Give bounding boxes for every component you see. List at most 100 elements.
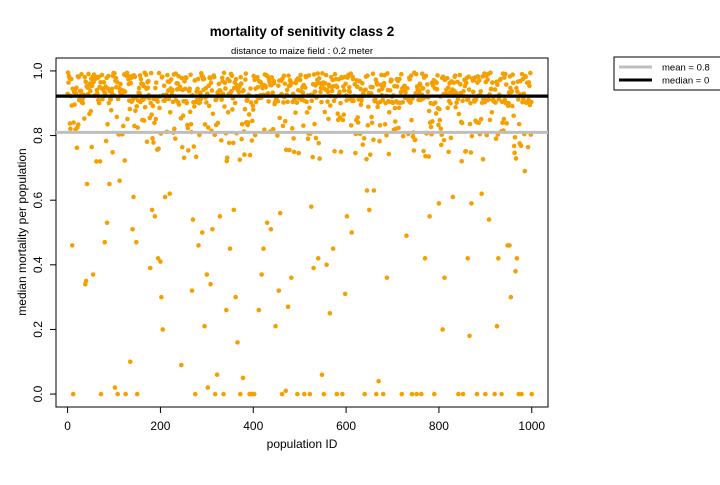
data-point [84,181,90,187]
data-point [433,111,439,116]
data-point [364,188,370,193]
data-point [170,87,175,93]
data-point [514,85,519,91]
data-point [325,99,330,104]
data-point [231,140,236,146]
data-point [167,191,173,197]
data-point [414,391,419,397]
data-point [527,83,532,89]
data-point [240,375,246,381]
data-point [509,103,515,109]
data-point [417,88,422,93]
data-point [448,135,454,141]
data-point [468,100,473,106]
data-point [327,310,333,316]
data-point [403,90,408,95]
data-point [123,391,128,397]
data-point [392,119,398,124]
data-point [478,89,484,94]
data-point [294,100,300,105]
data-point [251,73,257,79]
data-point [188,72,193,78]
data-point [436,201,442,206]
data-point [506,100,511,106]
data-point [510,80,516,86]
data-point [349,230,354,235]
data-point [113,75,119,81]
data-point [523,74,529,80]
data-point [289,126,295,131]
data-point [184,75,189,81]
data-point [353,150,358,156]
data-point [478,116,484,122]
data-point [400,133,406,139]
data-point [107,181,112,187]
data-point [316,140,322,146]
data-point [381,80,387,86]
data-point [422,256,428,261]
data-point [74,85,79,91]
data-point [205,385,211,390]
data-point [375,104,380,110]
data-point [312,89,318,94]
data-point [446,149,451,155]
data-point [528,70,533,76]
data-point [398,90,404,95]
data-point [500,120,505,125]
data-point [244,96,250,102]
data-point [423,73,429,79]
data-point [67,121,73,126]
data-point [291,149,297,155]
data-point [370,71,376,77]
data-point [302,85,308,90]
data-point [97,159,103,164]
data-point [193,154,199,160]
data-point [179,75,185,81]
data-point [330,246,336,251]
chart-subtitle: distance to maize field : 0.2 meter [231,46,373,57]
data-point [480,156,486,162]
data-point [386,110,392,115]
data-point [95,91,100,96]
data-point [512,150,517,156]
data-point [82,116,87,121]
data-point [153,85,158,91]
data-point [343,81,348,87]
data-point [465,96,471,102]
data-point [304,99,309,105]
data-point [516,121,522,127]
data-point [88,88,93,94]
data-point [484,132,490,138]
data-point [181,155,187,161]
data-point [289,275,294,281]
data-point [329,88,335,94]
data-point [180,113,186,119]
data-point [138,76,144,82]
data-point [282,81,288,86]
data-point [250,118,255,124]
data-point [115,391,121,397]
data-point [215,120,221,126]
data-point [412,137,418,143]
data-point [307,391,313,397]
data-point [246,112,252,117]
data-point [513,268,518,274]
data-point [233,294,238,300]
data-point [437,106,442,112]
data-point [153,80,159,85]
data-point [158,259,163,264]
data-point [493,100,498,105]
data-point [382,122,388,127]
data-point [514,256,520,261]
data-point [322,109,328,115]
data-point [217,214,223,219]
data-point [525,144,531,150]
data-point [502,75,507,80]
data-point [71,120,76,125]
data-point [82,74,88,80]
data-point [121,123,126,129]
data-point [518,143,524,149]
data-point [137,73,143,78]
data-point [250,107,256,112]
data-point [331,98,337,104]
